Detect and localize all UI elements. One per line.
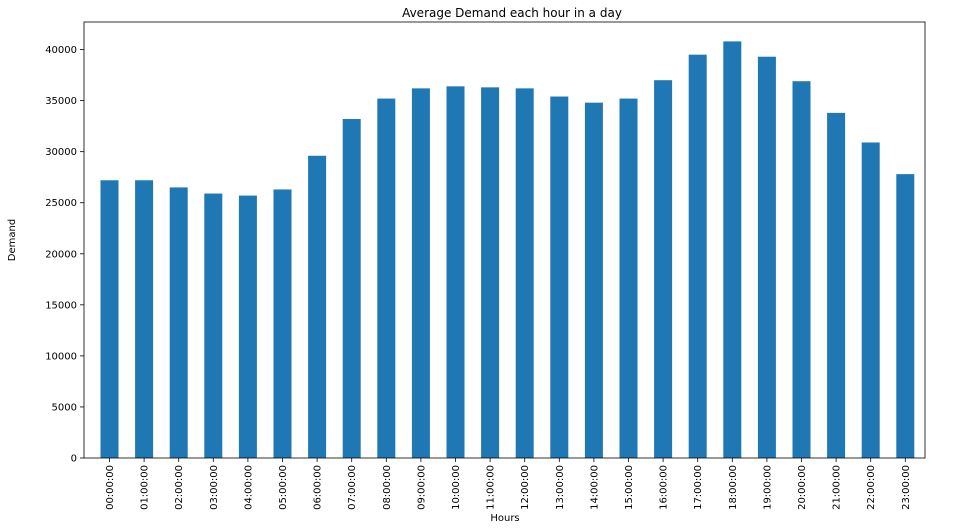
bar-00h: [100, 180, 119, 458]
x-tick-label: 14:00:00: [589, 465, 600, 510]
x-tick-label: 08:00:00: [382, 465, 393, 510]
x-tick-label: 13:00:00: [555, 465, 566, 510]
x-tick-label: 19:00:00: [762, 465, 773, 510]
y-axis: 0 5000 10000 15000 20000 25000 30000 35000 40000: [45, 45, 84, 465]
bar-19h: [757, 56, 776, 458]
bar-22h: [861, 142, 880, 459]
x-axis-title: Hours: [490, 513, 519, 524]
y-tick-label: 25000: [45, 198, 77, 209]
x-tick-label: 23:00:00: [901, 465, 912, 510]
y-tick-label: 10000: [45, 351, 77, 362]
y-tick-label: 15000: [45, 300, 77, 311]
x-tick-label: 22:00:00: [866, 465, 877, 510]
bar-12h: [515, 88, 534, 459]
bar-14h: [584, 102, 603, 459]
bar-02h: [169, 187, 188, 458]
bar-20h: [792, 81, 811, 458]
y-tick-label: 20000: [45, 249, 77, 260]
x-tick-label: 16:00:00: [659, 465, 670, 510]
x-tick-label: 10:00:00: [451, 465, 462, 510]
bar-10h: [446, 86, 465, 458]
bar-08h: [377, 98, 396, 458]
y-tick-label: 5000: [52, 402, 77, 413]
y-tick-label: 0: [71, 454, 77, 465]
y-tick-label: 35000: [45, 96, 77, 107]
x-tick-label: 11:00:00: [486, 465, 497, 510]
bar-06h: [308, 155, 327, 458]
x-tick-label: 04:00:00: [243, 465, 254, 510]
x-tick-label: 03:00:00: [209, 465, 220, 510]
y-axis-title: Demand: [7, 219, 18, 261]
x-tick-label: 12:00:00: [520, 465, 531, 510]
bar-05h: [273, 189, 292, 458]
x-tick-label: 09:00:00: [416, 465, 427, 510]
x-tick-label: 06:00:00: [313, 465, 324, 510]
bar-17h: [688, 54, 707, 459]
y-tick-label: 30000: [45, 147, 77, 158]
bar-16h: [654, 80, 673, 458]
bar-01h: [135, 180, 154, 458]
chart-title: Average Demand each hour in a day: [402, 6, 622, 20]
x-tick-label: 15:00:00: [624, 465, 635, 510]
x-tick-label: 21:00:00: [832, 465, 843, 510]
x-tick-label: 20:00:00: [797, 465, 808, 510]
bar-23h: [896, 174, 915, 458]
x-tick-label: 17:00:00: [693, 465, 704, 510]
bar-21h: [827, 112, 846, 458]
bars-layer: [100, 41, 915, 459]
x-tick-label: 01:00:00: [140, 465, 151, 510]
bar-11h: [481, 87, 500, 458]
bar-15h: [619, 98, 638, 458]
x-tick-label: 07:00:00: [347, 465, 358, 510]
bar-09h: [411, 88, 430, 459]
x-axis: 00:00:00 01:00:00 02:00:00 03:00:00 04:00:00…: [105, 458, 912, 510]
x-tick-label: 18:00:00: [728, 465, 739, 510]
bar-18h: [723, 41, 742, 459]
x-tick-label: 00:00:00: [105, 465, 116, 510]
y-tick-label: 40000: [45, 45, 77, 56]
bar-13h: [550, 96, 569, 458]
plot-area-frame: [83, 21, 926, 459]
x-tick-label: 05:00:00: [278, 465, 289, 510]
bar-07h: [342, 119, 361, 458]
bar-03h: [204, 193, 223, 459]
bar-04h: [238, 195, 257, 458]
x-tick-label: 02:00:00: [174, 465, 185, 510]
